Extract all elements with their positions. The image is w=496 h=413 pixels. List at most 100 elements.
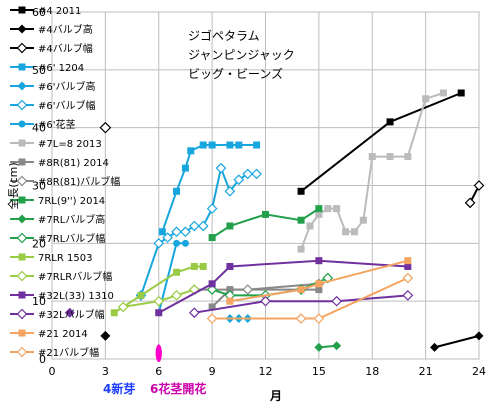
data-point <box>422 95 430 103</box>
legend-label: #4バルブ高 <box>38 23 93 36</box>
series-16 <box>155 257 412 317</box>
chart-title-line-3: ビッグ・ビーンズ <box>188 66 283 81</box>
legend-swatch-marker <box>16 346 28 358</box>
data-point <box>297 216 305 224</box>
data-point <box>188 307 200 319</box>
y-tick-label: 40 <box>32 122 46 135</box>
x-tick-label: 6 <box>155 365 162 378</box>
data-point <box>297 187 305 195</box>
series-7 <box>155 239 189 317</box>
data-point <box>315 280 323 288</box>
legend-label: #8R(81) 2014 <box>38 158 109 169</box>
y-tick-label: 0 <box>39 353 46 366</box>
data-point <box>206 313 218 324</box>
annotation-new-shoot: 4新芽 <box>103 381 135 396</box>
legend-label: #21バルブ幅 <box>38 346 99 359</box>
legend-swatch-marker <box>18 158 26 166</box>
data-point <box>110 309 118 317</box>
x-tick-label: 9 <box>209 365 216 378</box>
legend-swatch-marker <box>17 81 27 91</box>
legend-swatch-marker <box>17 214 27 224</box>
series-1 <box>297 89 465 195</box>
legend-swatch-marker <box>16 99 28 111</box>
series-2 <box>430 331 484 352</box>
data-point <box>173 268 181 276</box>
data-point <box>253 141 261 149</box>
legend-label: #6'バルブ高 <box>38 80 96 93</box>
data-point <box>242 284 254 295</box>
series-8 <box>297 89 447 253</box>
legend-item-8: #7L=8 2013 <box>10 139 102 150</box>
legend-item-14: 7RLR 1503 <box>10 253 92 264</box>
data-point <box>208 141 216 149</box>
data-point <box>315 286 323 294</box>
series-18 <box>226 257 412 305</box>
legend-item-15: #7RLRバルブ幅 <box>10 270 112 283</box>
data-point <box>474 331 484 341</box>
legend-label: #7RLバルブ高 <box>38 213 105 226</box>
data-point <box>224 185 236 197</box>
data-point <box>473 180 485 191</box>
data-point <box>457 89 465 97</box>
series-layer <box>64 89 485 363</box>
legend-swatch-marker <box>16 270 28 282</box>
legend-item-16: #32L(33) 1310 <box>10 291 114 302</box>
legend-label: #32Lバルブ幅 <box>38 308 105 321</box>
marker-point <box>99 121 112 134</box>
data-point <box>199 262 207 270</box>
annotation-flower: 6花茎開花 <box>150 381 206 396</box>
y-tick-label: 60 <box>32 6 46 19</box>
data-point <box>350 228 358 236</box>
data-point <box>315 257 323 265</box>
data-point <box>153 237 165 249</box>
series-19 <box>206 272 414 324</box>
legend: #4 2011 #4バルブ高 #4バルブ幅 #6' 1204 #6'バルブ高 #6'バルブ… <box>10 6 120 359</box>
data-point <box>464 197 476 209</box>
series-line <box>123 288 195 308</box>
legend-label: #21 2014 <box>38 329 88 340</box>
legend-swatch-marker <box>16 175 28 187</box>
series-12 <box>314 341 342 352</box>
legend-item-6: #6'バルブ幅 <box>10 99 96 112</box>
data-point <box>206 203 218 214</box>
data-point <box>295 313 307 324</box>
series-17 <box>188 290 414 319</box>
marker-point <box>100 330 111 341</box>
chart-title-line-2: ジャンピンジャック <box>188 48 295 62</box>
x-tick-label: 0 <box>49 365 56 378</box>
legend-label: #6'バルブ幅 <box>38 99 96 112</box>
legend-item-17: #32Lバルブ幅 <box>10 308 105 321</box>
legend-item-7: #6'花茎 <box>10 118 76 131</box>
data-point <box>197 220 209 232</box>
legend-swatch-marker <box>18 253 26 261</box>
data-point <box>402 290 414 301</box>
legend-item-1: #4 2011 <box>10 6 81 17</box>
legend-label: #6'花茎 <box>38 118 76 131</box>
data-point <box>430 342 440 352</box>
data-point <box>333 205 341 213</box>
legend-item-3: #4バルブ幅 <box>10 42 93 55</box>
legend-label: #4バルブ幅 <box>38 42 93 55</box>
data-point <box>153 295 165 307</box>
series-15 <box>117 284 200 313</box>
x-axis-label: 月 <box>269 389 282 403</box>
data-point <box>171 226 182 238</box>
legend-label: #6' 1204 <box>38 63 84 74</box>
data-point <box>315 205 323 213</box>
data-point <box>404 153 412 161</box>
data-point <box>171 290 182 301</box>
x-tick-label: 18 <box>365 365 379 378</box>
data-point <box>332 341 342 351</box>
legend-swatch-marker <box>16 232 28 244</box>
data-point <box>188 220 200 232</box>
legend-label: #7L=8 2013 <box>38 139 102 150</box>
legend-item-13: #7RLバルブ幅 <box>10 232 105 245</box>
data-point <box>190 262 198 270</box>
data-point <box>262 210 269 218</box>
data-point <box>313 313 325 324</box>
legend-label: 7RL(9'') 2014 <box>38 196 105 207</box>
legend-swatch-marker <box>18 120 26 128</box>
data-point <box>208 303 216 311</box>
legend-item-18: #21 2014 <box>10 329 88 340</box>
